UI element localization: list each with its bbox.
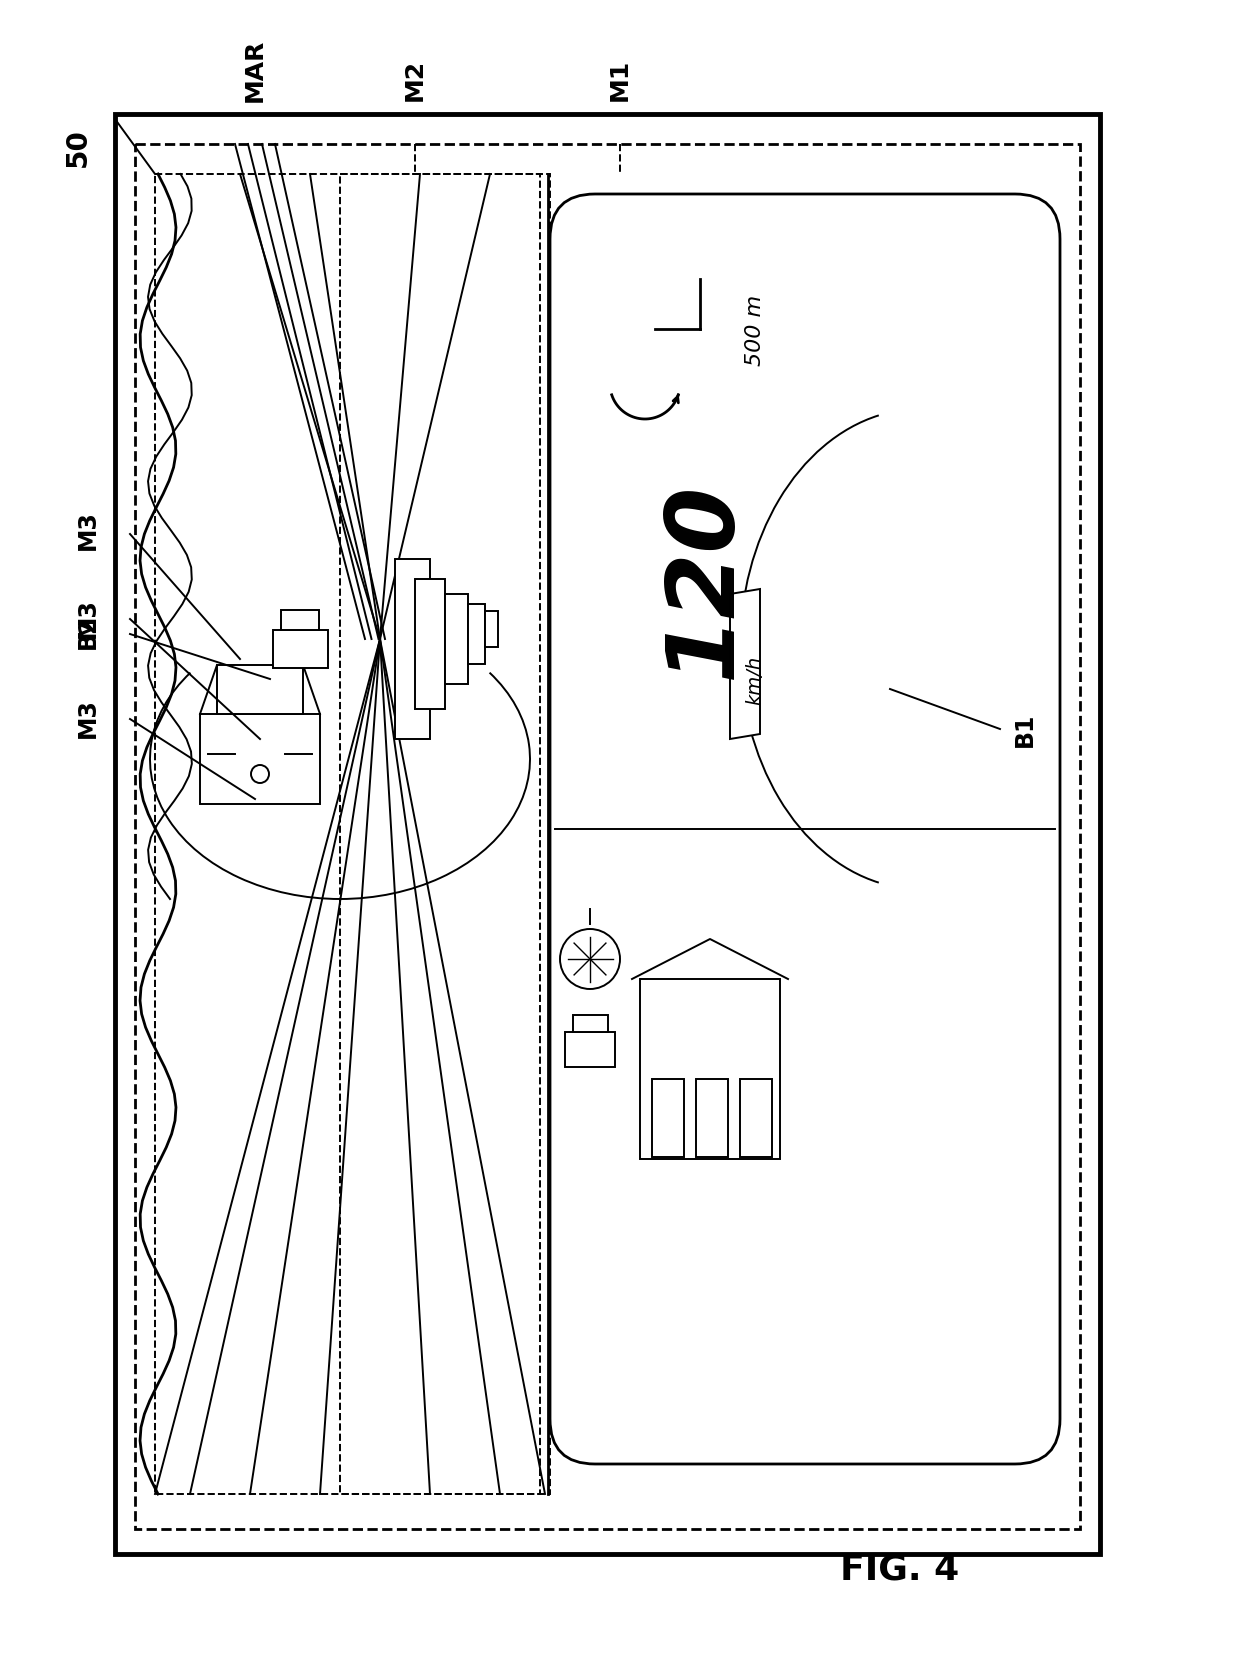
Text: 120: 120 [658,482,751,678]
Bar [696,1079,728,1158]
Text: 500 m: 500 m [745,294,765,365]
Bar [573,1016,608,1032]
Bar [340,176,551,1494]
Text: M2: M2 [403,59,427,100]
Bar [217,666,303,714]
Text: MAR: MAR [243,38,267,102]
Circle shape [250,766,269,783]
Bar [281,611,319,631]
Bar [155,176,539,1494]
Bar [467,604,485,664]
Bar [115,115,1100,1554]
Bar [135,146,1080,1529]
Text: M3: M3 [76,510,100,550]
Bar [415,579,445,709]
Bar [200,714,320,805]
Text: M1: M1 [608,59,632,100]
Bar [565,1032,615,1067]
Text: B1: B1 [1013,713,1037,746]
Polygon shape [730,589,760,739]
Bar [396,560,430,739]
Bar [485,612,498,647]
Text: M3: M3 [76,597,100,637]
Text: B2: B2 [76,614,100,649]
Bar [445,594,467,684]
Text: km/h: km/h [745,656,765,704]
FancyBboxPatch shape [551,194,1060,1464]
Bar [640,979,780,1159]
Circle shape [560,930,620,989]
Text: 50: 50 [64,129,92,167]
Text: M3: M3 [76,698,100,738]
Bar [273,631,329,669]
Text: FIG. 4: FIG. 4 [841,1553,960,1586]
Bar [652,1079,684,1158]
Bar [740,1079,773,1158]
